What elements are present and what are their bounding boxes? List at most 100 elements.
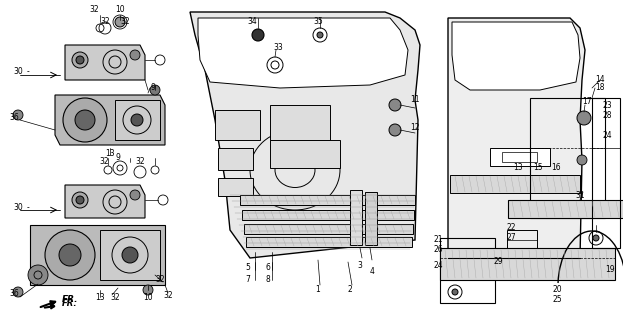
Text: 27: 27 — [506, 234, 516, 243]
Circle shape — [497, 265, 503, 271]
Text: 23: 23 — [602, 100, 612, 109]
Text: 30: 30 — [13, 204, 23, 212]
Circle shape — [13, 287, 23, 297]
Circle shape — [28, 265, 48, 285]
Circle shape — [317, 32, 323, 38]
Circle shape — [130, 50, 140, 60]
Bar — [592, 98, 620, 248]
Circle shape — [63, 98, 107, 142]
Text: 31: 31 — [575, 190, 585, 199]
Bar — [244, 224, 413, 234]
Polygon shape — [115, 100, 160, 140]
Circle shape — [577, 155, 587, 165]
Text: 13: 13 — [513, 164, 523, 172]
Text: 32: 32 — [155, 276, 165, 284]
Text: 9: 9 — [115, 154, 120, 163]
Text: -: - — [27, 68, 29, 76]
Polygon shape — [65, 45, 145, 80]
Text: 4: 4 — [369, 268, 374, 276]
Circle shape — [76, 56, 84, 64]
Text: 29: 29 — [493, 258, 503, 267]
Polygon shape — [65, 185, 145, 218]
Circle shape — [150, 85, 160, 95]
Bar — [440, 238, 495, 303]
Text: 32: 32 — [99, 157, 109, 166]
Circle shape — [72, 192, 88, 208]
Circle shape — [13, 110, 23, 120]
Text: FR.: FR. — [62, 295, 78, 305]
Text: 26: 26 — [433, 245, 443, 254]
Text: 28: 28 — [602, 110, 612, 119]
Text: 35: 35 — [313, 18, 323, 27]
Text: 11: 11 — [411, 95, 420, 105]
Text: 12: 12 — [411, 123, 420, 132]
Text: 9: 9 — [151, 84, 155, 92]
Circle shape — [131, 114, 143, 126]
Circle shape — [72, 52, 88, 68]
Text: 36: 36 — [9, 289, 19, 298]
Circle shape — [143, 285, 153, 295]
Bar — [215, 110, 260, 140]
Text: 15: 15 — [533, 164, 543, 172]
Text: 8: 8 — [265, 276, 270, 284]
Text: 22: 22 — [506, 223, 516, 233]
Bar — [270, 105, 330, 140]
Text: 14: 14 — [595, 76, 605, 84]
Text: 32: 32 — [120, 18, 130, 27]
Circle shape — [593, 235, 599, 241]
Text: 32: 32 — [110, 292, 120, 301]
Text: 10: 10 — [143, 292, 153, 301]
Bar — [440, 248, 615, 280]
Text: 20: 20 — [552, 285, 562, 294]
Text: 25: 25 — [552, 295, 562, 305]
Polygon shape — [448, 18, 585, 258]
Text: 6: 6 — [265, 263, 270, 273]
Circle shape — [130, 190, 140, 200]
Bar — [242, 210, 414, 220]
Text: 18: 18 — [595, 84, 605, 92]
Text: 32: 32 — [135, 157, 145, 166]
Text: 7: 7 — [245, 276, 250, 284]
Bar — [365, 192, 377, 245]
Circle shape — [76, 196, 84, 204]
Text: 19: 19 — [605, 266, 615, 275]
Circle shape — [115, 17, 125, 27]
Text: 33: 33 — [273, 44, 283, 52]
Circle shape — [389, 124, 401, 136]
Text: 36: 36 — [9, 114, 19, 123]
Bar — [218, 178, 253, 196]
Bar — [246, 237, 412, 247]
Text: FR.: FR. — [45, 300, 77, 308]
Circle shape — [75, 110, 95, 130]
Polygon shape — [452, 22, 580, 90]
Polygon shape — [190, 12, 420, 258]
Text: 3: 3 — [358, 260, 363, 269]
Text: 32: 32 — [89, 5, 99, 14]
Bar — [490, 148, 550, 166]
Bar — [240, 195, 415, 205]
Text: 34: 34 — [247, 18, 257, 27]
Bar — [530, 98, 605, 218]
Polygon shape — [30, 225, 165, 285]
Bar — [507, 230, 537, 252]
Polygon shape — [198, 18, 408, 88]
Circle shape — [122, 247, 138, 263]
Text: 13: 13 — [105, 148, 115, 157]
Bar — [350, 190, 362, 245]
Circle shape — [577, 111, 591, 125]
Text: 17: 17 — [582, 98, 592, 107]
Circle shape — [389, 99, 401, 111]
Text: 21: 21 — [433, 236, 443, 244]
Text: 16: 16 — [551, 164, 561, 172]
Bar — [218, 148, 253, 170]
Text: 30: 30 — [13, 68, 23, 76]
Text: 32: 32 — [163, 291, 173, 300]
Polygon shape — [100, 230, 160, 280]
Text: 24: 24 — [433, 260, 443, 269]
Text: 24: 24 — [602, 131, 612, 140]
Circle shape — [252, 29, 264, 41]
Bar — [450, 175, 580, 193]
Bar — [270, 140, 340, 168]
Text: 5: 5 — [245, 263, 250, 273]
Text: -: - — [27, 204, 29, 212]
